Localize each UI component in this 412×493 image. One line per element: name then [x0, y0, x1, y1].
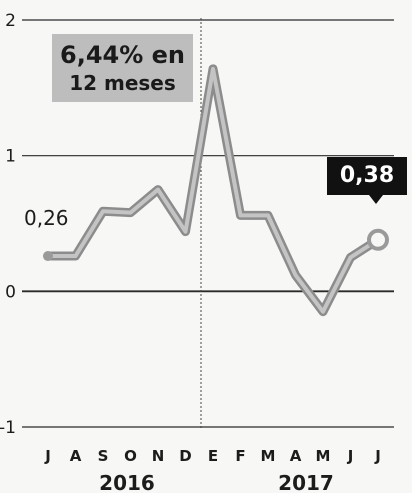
- callout-line-1: 6,44% en: [60, 41, 185, 69]
- year-label-2016: 2016: [99, 471, 155, 493]
- x-tick-label: D: [179, 447, 191, 465]
- x-tick-label: M: [261, 447, 276, 465]
- x-tick-label: F: [235, 447, 245, 465]
- y-tick-label: -1: [0, 418, 16, 438]
- x-tick-label: S: [98, 447, 109, 465]
- y-tick-label: 1: [5, 147, 16, 167]
- x-tick-label: O: [124, 447, 137, 465]
- x-tick-label: E: [208, 447, 218, 465]
- annual-change-callout: 6,44% en 12 meses: [52, 34, 193, 102]
- x-tick-label: N: [152, 447, 165, 465]
- callout-line-2: 12 meses: [69, 71, 176, 95]
- series-line: [48, 66, 380, 314]
- data-point: [367, 228, 389, 251]
- data-point: [43, 251, 53, 262]
- x-tick-label: M: [316, 447, 331, 465]
- x-tick-label: J: [44, 447, 51, 465]
- x-tick-label: J: [374, 447, 381, 465]
- end-value-badge: 0,38: [327, 157, 407, 204]
- y-tick-label: 2: [5, 11, 16, 31]
- series-line-group: [43, 64, 389, 317]
- y-tick-label: 0: [5, 282, 16, 302]
- x-tick-label: A: [70, 447, 82, 465]
- start-value-label: 0,26: [24, 206, 69, 230]
- x-tick-label: J: [347, 447, 354, 465]
- x-tick-label: A: [290, 447, 302, 465]
- year-label-2017: 2017: [278, 471, 334, 493]
